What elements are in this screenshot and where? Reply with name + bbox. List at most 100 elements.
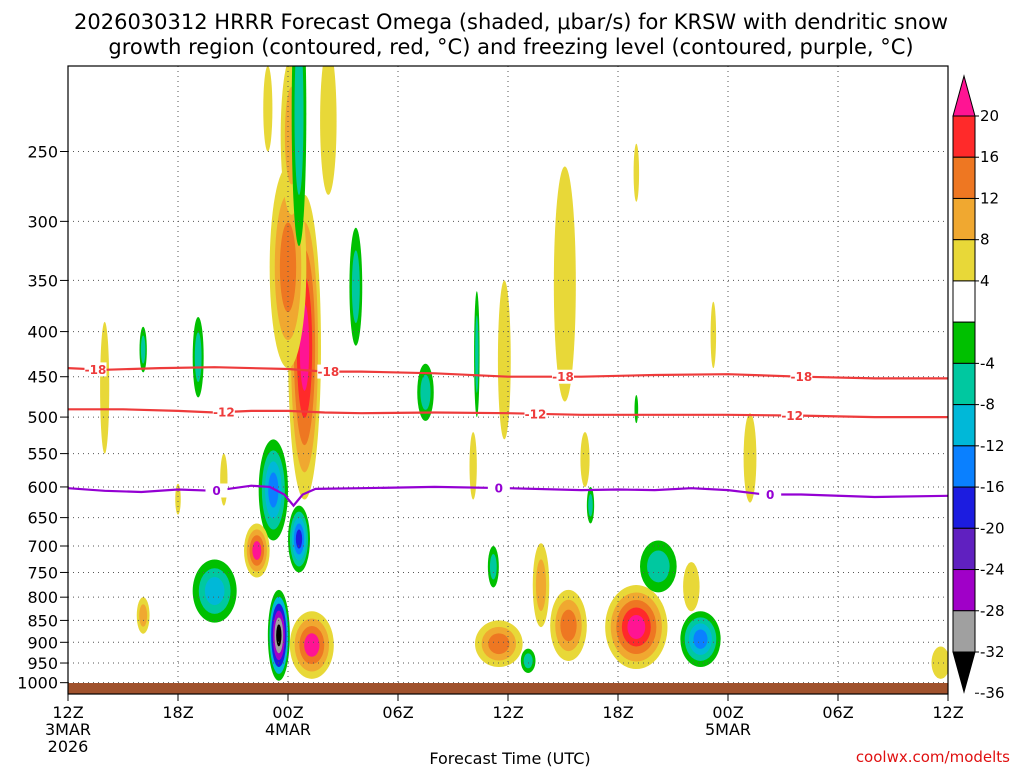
- y-tick-label-950: 950: [27, 654, 58, 673]
- colorbar-label--16: -16: [980, 478, 1005, 496]
- freezing-level-label-2: 0: [766, 488, 774, 502]
- freezing-level-line: [68, 484, 948, 508]
- omega-sinking-thin-1-level-4: [469, 432, 477, 500]
- omega-sinking-left-low-level-8: [139, 604, 148, 627]
- omega-sinking-upper-level-12: [279, 222, 297, 313]
- colorbar-bin-3: [952, 239, 976, 282]
- omega-rising-far-left-level--8: [140, 335, 146, 364]
- x-tick-label-30-0: 18Z: [602, 703, 633, 722]
- omega-sinking-mid-col-level-4: [497, 280, 511, 440]
- freezing-level-label-1: 0: [495, 482, 503, 496]
- colorbar-bottom-arrow: [952, 651, 976, 694]
- freezing-level-label-bg-2: [759, 487, 782, 502]
- omega-rising-left-level--12: [204, 577, 225, 606]
- colorbar-bin-4: [952, 280, 976, 323]
- isotherm-minus12-label-2: -12: [781, 409, 803, 423]
- colorbar-bin-9: [952, 486, 976, 529]
- omega-rising-low-a-level--8: [489, 553, 497, 580]
- x-tick-label-12-0: 00Z: [272, 703, 303, 722]
- colorbar-label--12: -12: [980, 437, 1005, 455]
- omega-rising-upper-right-level--8: [351, 250, 360, 324]
- isotherm-minus12-line: [68, 408, 948, 419]
- x-tick-label-48-0: 12Z: [932, 703, 963, 722]
- colorbar-label-16: 16: [980, 148, 999, 166]
- omega-sinking-mid-d-level-4: [710, 301, 717, 369]
- colorbar-label--8: -8: [980, 396, 995, 414]
- x-axis-label: Forecast Time (UTC): [429, 749, 590, 768]
- omega-rising-low-e-level--16: [693, 629, 708, 649]
- omega-rising-thin-1-level--8: [475, 315, 479, 393]
- y-tick-label-350: 350: [27, 271, 58, 290]
- isotherm-minus12-label-bg-0: [212, 405, 235, 420]
- colorbar-bin-1: [952, 156, 976, 199]
- y-tick-label-850: 850: [27, 611, 58, 630]
- omega-sinking-low-d-level-20: [627, 615, 646, 640]
- isotherm-minus18-label-1: -18: [317, 365, 339, 379]
- omega-sinking-small-1-level-4: [220, 453, 228, 506]
- omega-rising-low-d-level--8: [647, 550, 670, 583]
- omega-rising-mid-small-level--8: [420, 374, 431, 410]
- colorbar-label--20: -20: [980, 519, 1005, 537]
- colorbar-label--4: -4: [980, 354, 995, 372]
- x-tick-label-0-1: 3MAR: [45, 720, 91, 739]
- colorbar-label-12: 12: [980, 189, 999, 207]
- freezing-level-label-0: 0: [212, 484, 220, 498]
- x-tick-label-12-1: 4MAR: [265, 720, 311, 739]
- isotherm-minus18-line: [68, 366, 948, 380]
- chart-title-line2: growth region (contoured, red, °C) and f…: [108, 35, 913, 59]
- omega-sinking-low-b-level-8: [535, 559, 547, 611]
- colorbar-bin-11: [952, 569, 976, 612]
- y-tick-label-750: 750: [27, 563, 58, 582]
- isotherm-contours: -18 -18 -18 -18 -12 -12 -12 0 0 0: [68, 362, 948, 508]
- colorbar-label--28: -28: [980, 602, 1005, 620]
- x-tick-label-18-0: 06Z: [382, 703, 413, 722]
- colorbar-label-8: 8: [980, 231, 990, 249]
- omega-rising-left-mid-level--8: [194, 332, 202, 382]
- omega-sinking-top-c-level-4: [633, 143, 640, 202]
- colorbar-bin-6: [952, 362, 976, 406]
- y-tick-label-450: 450: [27, 368, 58, 387]
- isotherm-minus12-label-0: -12: [213, 406, 235, 420]
- y-tick-label-800: 800: [27, 588, 58, 607]
- omega-shading: [100, 66, 948, 681]
- isotherm-minus12-label-1: -12: [525, 407, 547, 421]
- omega-sinking-top-b-level-4: [320, 66, 337, 195]
- x-tick-label-42-0: 06Z: [822, 703, 853, 722]
- colorbar-label--36: -36: [980, 684, 1005, 702]
- omega-sinking-low-right-level-20: [304, 633, 320, 657]
- omega-rising-upper-strip-level--8: [294, 66, 304, 195]
- omega-rising-small-c-level--8: [588, 493, 593, 517]
- colorbar-bin-8: [952, 445, 976, 488]
- y-tick-label-500: 500: [27, 408, 58, 427]
- x-tick-label-36-0: 00Z: [712, 703, 743, 722]
- colorbar-bin-12: [952, 610, 976, 653]
- x-tick-label-0-2: 2026: [48, 737, 89, 756]
- colorbar-bin-0: [952, 115, 976, 158]
- y-tick-label-900: 900: [27, 633, 58, 652]
- isotherm-minus12-label-bg-2: [781, 408, 804, 423]
- chart-title-line1: 2026030312 HRRR Forecast Omega (shaded, …: [74, 10, 948, 34]
- isotherm-minus18-label-bg-1: [317, 364, 340, 379]
- credit-link[interactable]: coolwx.com/modelts: [856, 748, 1010, 766]
- omega-sinking-upper-col-level-4: [553, 166, 576, 402]
- x-tick-label-0-0: 12Z: [52, 703, 83, 722]
- y-tick-label-700: 700: [27, 537, 58, 556]
- omega-sinking-midlow-level-20: [252, 541, 262, 560]
- y-axis: 250 300 350 400 450 500 550 600 650 700 750 800 850 9…: [17, 142, 68, 693]
- colorbar-bin-10: [952, 527, 976, 571]
- y-tick-label-600: 600: [27, 478, 58, 497]
- x-tick-label-6-0: 18Z: [162, 703, 193, 722]
- omega-sinking-low-c-level-12: [560, 609, 577, 642]
- omega-sinking-low-e-level-4: [683, 562, 700, 612]
- colorbar-label-4: 4: [980, 272, 990, 290]
- y-tick-label-250: 250: [27, 142, 58, 161]
- freezing-level-label-bg-0: [205, 483, 228, 498]
- omega-rising-low-b-level--8: [523, 653, 533, 669]
- isotherm-minus18-label-bg-0: [84, 362, 107, 377]
- colorbar-bin-5: [952, 321, 976, 364]
- freezing-level-label-bg-1: [487, 481, 510, 496]
- omega-sinking-left-col-level-4: [100, 321, 110, 454]
- ground-bar: [68, 683, 948, 694]
- colorbar-label--24: -24: [980, 561, 1005, 579]
- colorbar: 20 16 12 8 4 -4 -8 -12 -16 -20 -24 -28 -32 -36: [952, 74, 1005, 702]
